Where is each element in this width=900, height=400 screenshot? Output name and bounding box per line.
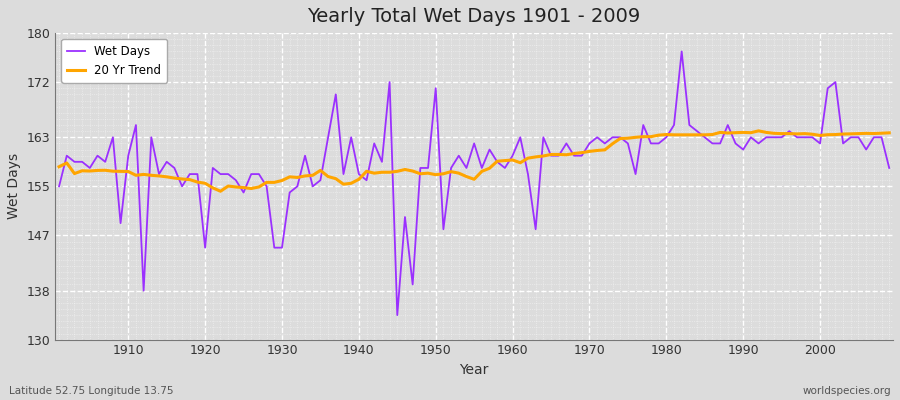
Wet Days (284, 190, 295, 195)
20 Yr Trend (884, 130, 895, 135)
Wet Days (676, 49, 687, 54)
Title: Yearly Total Wet Days 1901 - 2009: Yearly Total Wet Days 1901 - 2009 (308, 7, 641, 26)
Line: Wet Days: Wet Days (59, 52, 889, 315)
20 Yr Trend (608, 141, 618, 146)
X-axis label: Year: Year (460, 363, 489, 377)
20 Yr Trend (508, 158, 518, 162)
Wet Days (115, 221, 126, 226)
Wet Days (330, 92, 341, 97)
Legend: Wet Days, 20 Yr Trend: Wet Days, 20 Yr Trend (61, 39, 167, 83)
Wet Days (515, 135, 526, 140)
20 Yr Trend (292, 175, 302, 180)
Text: worldspecies.org: worldspecies.org (803, 386, 891, 396)
Y-axis label: Wet Days: Wet Days (7, 153, 21, 220)
Wet Days (508, 153, 518, 158)
20 Yr Trend (115, 169, 126, 174)
20 Yr Trend (215, 189, 226, 194)
Wet Days (54, 184, 65, 189)
20 Yr Trend (515, 160, 526, 165)
Wet Days (392, 313, 402, 318)
Wet Days (608, 135, 618, 140)
Text: Latitude 52.75 Longitude 13.75: Latitude 52.75 Longitude 13.75 (9, 386, 174, 396)
20 Yr Trend (753, 128, 764, 133)
Line: 20 Yr Trend: 20 Yr Trend (59, 131, 889, 191)
20 Yr Trend (338, 182, 349, 187)
20 Yr Trend (54, 164, 65, 169)
Wet Days (884, 166, 895, 170)
